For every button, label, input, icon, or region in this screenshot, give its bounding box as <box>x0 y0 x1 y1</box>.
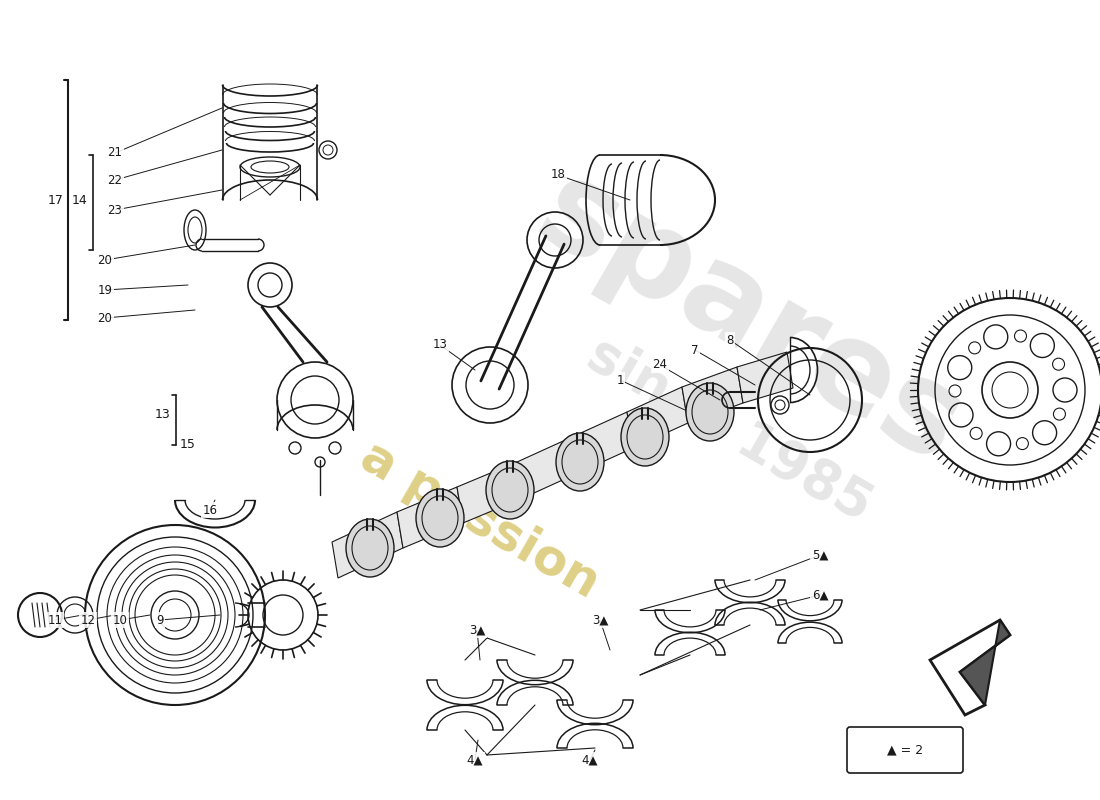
Text: 6▲: 6▲ <box>812 589 828 602</box>
Text: 1: 1 <box>616 374 624 386</box>
Polygon shape <box>737 352 793 403</box>
Text: 14: 14 <box>73 194 88 206</box>
Text: 13: 13 <box>155 409 170 422</box>
Polygon shape <box>517 437 578 498</box>
Ellipse shape <box>556 433 604 491</box>
Text: 22: 22 <box>108 174 122 186</box>
Text: a passion: a passion <box>352 432 608 608</box>
Text: 19: 19 <box>98 283 112 297</box>
Text: 4▲: 4▲ <box>466 754 483 766</box>
Text: 15: 15 <box>180 438 196 451</box>
Ellipse shape <box>486 461 534 519</box>
Text: 8: 8 <box>726 334 734 346</box>
Text: 12: 12 <box>80 614 96 626</box>
Text: since 1985: since 1985 <box>579 328 881 532</box>
Text: 20: 20 <box>98 254 112 266</box>
Polygon shape <box>627 387 688 448</box>
Ellipse shape <box>416 489 464 547</box>
Text: 7: 7 <box>691 343 698 357</box>
Text: 24: 24 <box>652 358 668 371</box>
Text: spares: spares <box>517 150 983 490</box>
Text: 3▲: 3▲ <box>469 623 485 637</box>
Text: 5▲: 5▲ <box>812 549 828 562</box>
Polygon shape <box>682 367 742 423</box>
Polygon shape <box>397 487 463 548</box>
Text: 11: 11 <box>47 614 63 626</box>
Text: 21: 21 <box>108 146 122 159</box>
Text: 18: 18 <box>551 169 565 182</box>
Text: 13: 13 <box>432 338 448 351</box>
Polygon shape <box>930 620 1010 715</box>
Text: ▲ = 2: ▲ = 2 <box>887 743 923 757</box>
Polygon shape <box>456 462 522 523</box>
Text: 9: 9 <box>156 614 164 626</box>
Polygon shape <box>960 620 1010 705</box>
Text: 17: 17 <box>48 194 64 206</box>
Text: 10: 10 <box>112 614 128 626</box>
Ellipse shape <box>686 383 734 441</box>
Ellipse shape <box>346 519 394 577</box>
Text: 4▲: 4▲ <box>582 754 598 766</box>
Text: 23: 23 <box>108 203 122 217</box>
Text: 3▲: 3▲ <box>592 614 608 626</box>
Polygon shape <box>332 512 403 578</box>
Polygon shape <box>572 412 632 473</box>
Ellipse shape <box>621 408 669 466</box>
FancyBboxPatch shape <box>847 727 962 773</box>
Text: 20: 20 <box>98 311 112 325</box>
Text: 16: 16 <box>202 503 218 517</box>
